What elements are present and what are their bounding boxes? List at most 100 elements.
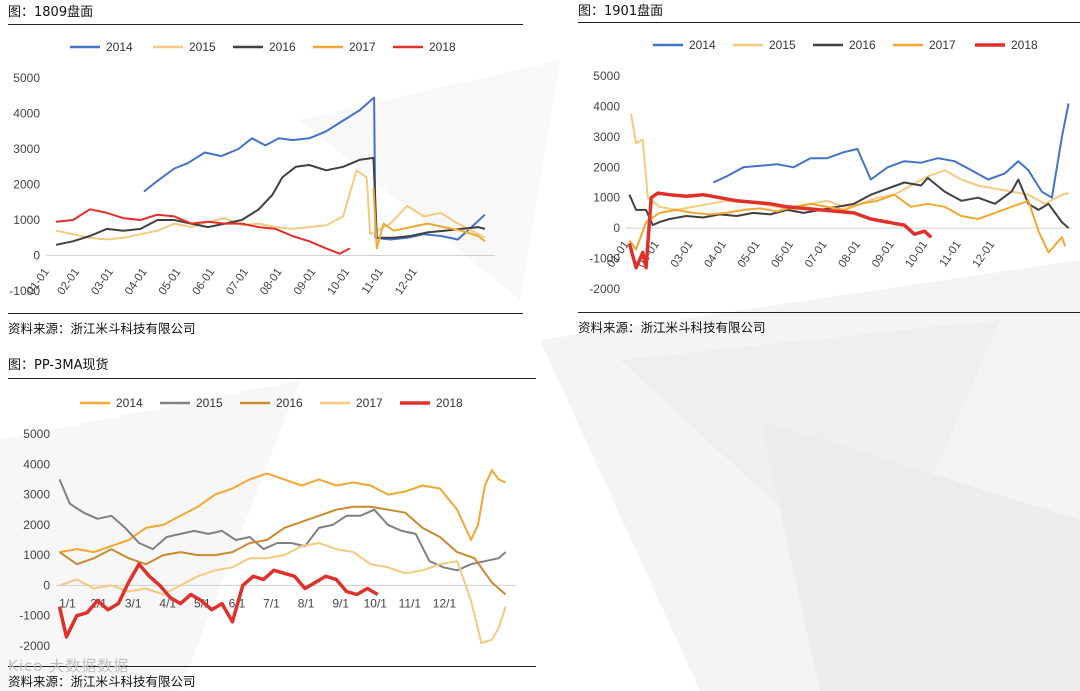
x-tick-label: 12/1 bbox=[433, 596, 457, 610]
y-tick-label: 4000 bbox=[13, 107, 40, 121]
y-tick-label: -1000 bbox=[589, 252, 620, 266]
x-tick-label: 8/1 bbox=[298, 596, 315, 610]
legend-label-2017: 2017 bbox=[929, 38, 956, 52]
x-tick-label: 08-01 bbox=[836, 239, 863, 270]
y-tick-label: 5000 bbox=[593, 69, 620, 83]
y-tick-label: -1000 bbox=[19, 609, 50, 623]
y-tick-label: 1000 bbox=[13, 213, 40, 227]
line-chart-pp-3ma: 2014 2015 2016 2017 2018 -2000 -1000 0 1000 2000 3… bbox=[19, 396, 516, 653]
x-tick-label: 11-01 bbox=[938, 239, 964, 269]
x-tick-label: 09-01 bbox=[870, 239, 897, 270]
x-tick-label: 04-01 bbox=[123, 266, 150, 297]
legend-label-2014: 2014 bbox=[116, 396, 143, 410]
legend-label-2014: 2014 bbox=[689, 38, 716, 52]
series-line-2018 bbox=[55, 208, 351, 255]
legend-label-2016: 2016 bbox=[849, 38, 876, 52]
legend-label-2015: 2015 bbox=[769, 38, 796, 52]
legend-label-2015: 2015 bbox=[196, 396, 223, 410]
source-note: 资料来源：浙江米斗科技有限公司 bbox=[8, 321, 196, 336]
chart-panel-1809: 图：1809盘面 2014 2015 2016 2017 2018 -1000 0 1000 2… bbox=[8, 0, 528, 340]
y-tick-label: 5000 bbox=[23, 427, 50, 441]
legend-label-2017: 2017 bbox=[356, 396, 383, 410]
x-tick-label: 3/1 bbox=[125, 596, 142, 610]
x-tick-label: 03-01 bbox=[669, 239, 696, 270]
legend-label-2018: 2018 bbox=[429, 40, 456, 54]
y-tick-label: 1000 bbox=[23, 548, 50, 562]
y-tick-label: 3000 bbox=[23, 488, 50, 502]
title-rule bbox=[8, 24, 523, 25]
x-tick-label: 03-01 bbox=[89, 266, 116, 297]
legend-label-2015: 2015 bbox=[189, 40, 216, 54]
panel-title: 图：1901盘面 bbox=[578, 4, 664, 19]
y-tick-label: 5000 bbox=[13, 71, 40, 85]
x-tick-label: 12-01 bbox=[971, 239, 998, 270]
title-rule bbox=[578, 22, 1080, 23]
watermark: Kico 大数据数据 bbox=[8, 657, 130, 675]
series-line-2018 bbox=[57, 562, 379, 639]
x-tick-label: 02-01 bbox=[56, 266, 83, 297]
series-line-2016 bbox=[55, 156, 486, 246]
y-tick-label: -2000 bbox=[19, 639, 50, 653]
source-rule bbox=[578, 312, 1080, 313]
y-tick-label: 4000 bbox=[593, 99, 620, 113]
x-tick-label: 04-01 bbox=[702, 239, 729, 270]
y-tick-label: -2000 bbox=[589, 282, 620, 296]
series-line-2014 bbox=[143, 96, 486, 241]
legend-label-2016: 2016 bbox=[276, 396, 303, 410]
series-line-2017 bbox=[59, 542, 507, 644]
x-tick-label: 10/1 bbox=[364, 596, 388, 610]
x-tick-label: 10-01 bbox=[326, 266, 353, 297]
series-line-2018 bbox=[627, 191, 933, 270]
x-tick-label: 9/1 bbox=[332, 596, 349, 610]
title-rule bbox=[8, 378, 536, 379]
y-tick-label: 0 bbox=[43, 578, 50, 592]
y-tick-label: 0 bbox=[613, 221, 620, 235]
x-tick-label: 7/1 bbox=[263, 596, 280, 610]
legend-label-2018: 2018 bbox=[1011, 38, 1038, 52]
x-tick-label: 10-01 bbox=[904, 239, 931, 270]
series-line-2014 bbox=[59, 469, 507, 554]
chart-panel-1901: 图：1901盘面 2014 2015 2016 2017 2018 -2000 -1000 0… bbox=[578, 0, 1080, 340]
source-rule bbox=[8, 666, 536, 667]
x-tick-label: 09-01 bbox=[292, 266, 319, 297]
y-tick-label: 0 bbox=[33, 249, 40, 263]
source-rule bbox=[8, 313, 523, 314]
panel-title: 图：PP-3MA现货 bbox=[8, 358, 109, 373]
x-tick-label: 05-01 bbox=[157, 266, 184, 297]
line-chart-1901: 2014 2015 2016 2017 2018 -2000 -1000 0 1000 2000 3… bbox=[589, 38, 1072, 296]
y-tick-label: 3000 bbox=[593, 130, 620, 144]
y-tick-label: 2000 bbox=[13, 178, 40, 192]
legend-label-2018: 2018 bbox=[436, 396, 463, 410]
legend-label-2016: 2016 bbox=[269, 40, 296, 54]
series-line-2016 bbox=[58, 505, 507, 596]
x-tick-label: 11/1 bbox=[399, 596, 422, 610]
y-tick-label: 4000 bbox=[23, 457, 50, 471]
series-line-2015 bbox=[55, 169, 486, 241]
y-tick-label: 3000 bbox=[13, 142, 40, 156]
panel-title: 图：1809盘面 bbox=[8, 5, 94, 20]
source-note: 资料来源：浙江米斗科技有限公司 bbox=[8, 674, 196, 689]
y-tick-label: -1000 bbox=[9, 284, 40, 298]
x-tick-label: 07-01 bbox=[224, 266, 251, 297]
x-tick-label: 12-01 bbox=[393, 266, 420, 297]
y-tick-label: 2000 bbox=[593, 160, 620, 174]
x-tick-label: 06-01 bbox=[191, 266, 218, 297]
x-tick-label: 1/1 bbox=[59, 596, 76, 610]
series-line-2015 bbox=[58, 479, 507, 572]
x-tick-label: 07-01 bbox=[803, 239, 830, 270]
y-tick-label: 1000 bbox=[593, 191, 620, 205]
source-note: 资料来源：浙江米斗科技有限公司 bbox=[578, 320, 766, 335]
line-chart-1809: 2014 2015 2016 2017 2018 -1000 0 1000 2000 3000 40… bbox=[9, 40, 495, 298]
series-line-2017 bbox=[372, 188, 486, 250]
chart-panel-pp-3ma: 图：PP-3MA现货 2014 2015 2016 2017 2018 -2000 -100… bbox=[8, 356, 538, 691]
x-tick-label: 06-01 bbox=[769, 239, 796, 270]
x-tick-label: 05-01 bbox=[736, 239, 763, 270]
legend-label-2014: 2014 bbox=[106, 40, 133, 54]
x-tick-label: 08-01 bbox=[258, 266, 285, 297]
y-tick-label: 2000 bbox=[23, 518, 50, 532]
series-line-2015 bbox=[630, 113, 1069, 211]
legend-label-2017: 2017 bbox=[349, 40, 376, 54]
series-line-2017 bbox=[628, 193, 1067, 254]
series-line-2016 bbox=[628, 176, 1070, 229]
